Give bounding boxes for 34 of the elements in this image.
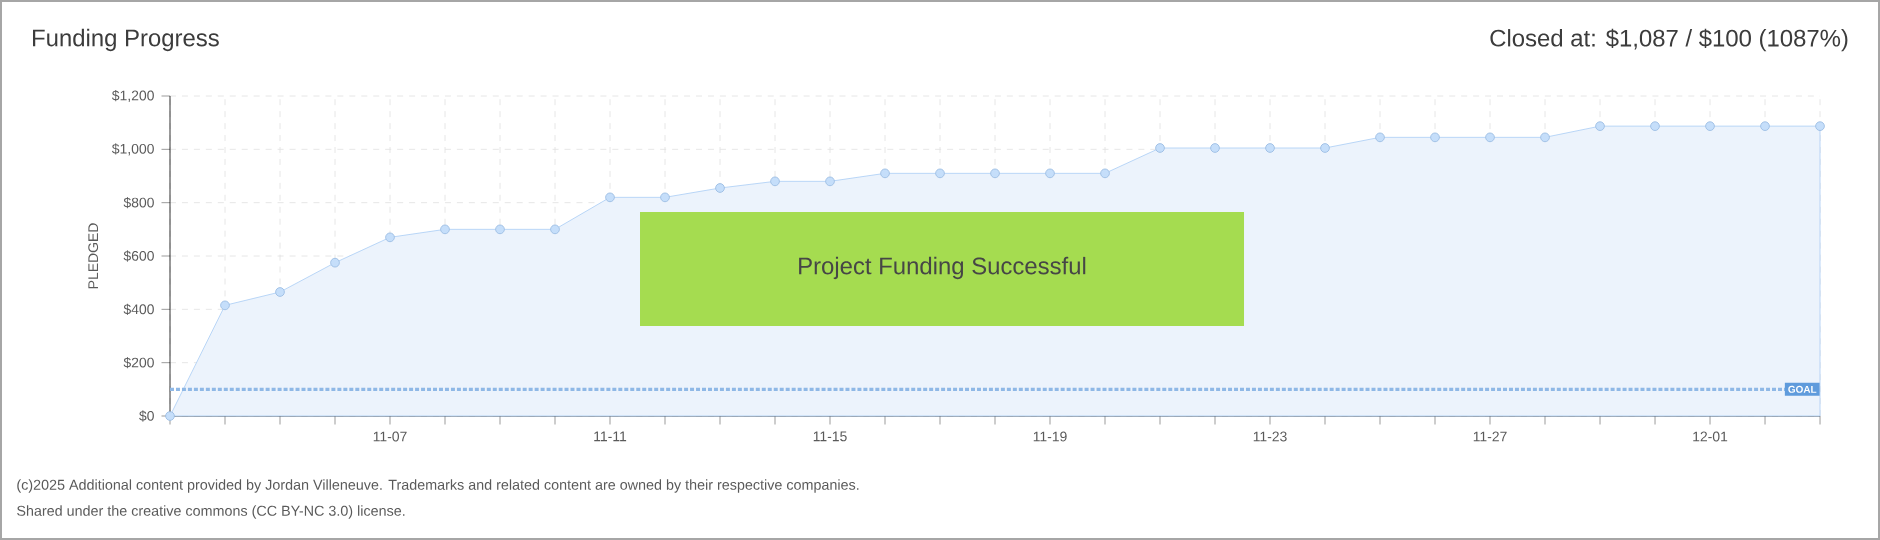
point	[1430, 132, 1440, 143]
point	[330, 257, 340, 268]
point	[440, 224, 450, 235]
chart-subtitle: Closed at: $1,087 / $100 (1087%)	[1490, 28, 1848, 52]
point	[1375, 132, 1385, 143]
point	[825, 176, 835, 187]
point	[1650, 121, 1660, 131]
point	[165, 411, 175, 421]
point	[1705, 121, 1715, 131]
point	[880, 168, 890, 179]
point	[1210, 143, 1220, 153]
point	[605, 192, 615, 203]
point	[660, 192, 670, 203]
point	[1815, 121, 1825, 131]
point	[715, 183, 725, 193]
point	[990, 168, 1000, 179]
point	[275, 287, 285, 297]
point	[385, 232, 395, 243]
point	[495, 224, 505, 235]
point	[1320, 143, 1330, 153]
point	[1485, 132, 1495, 143]
point	[1760, 121, 1770, 131]
point	[1265, 143, 1275, 153]
annotation: Project Funding Successful	[799, 256, 1086, 280]
point	[1100, 168, 1110, 179]
chart-title: Funding Progress	[33, 28, 219, 52]
point	[1045, 168, 1055, 179]
point	[1540, 132, 1550, 143]
point	[220, 300, 230, 311]
point	[550, 224, 560, 235]
point	[1155, 143, 1165, 153]
point	[935, 168, 945, 179]
point	[770, 176, 780, 187]
point	[1595, 121, 1605, 131]
